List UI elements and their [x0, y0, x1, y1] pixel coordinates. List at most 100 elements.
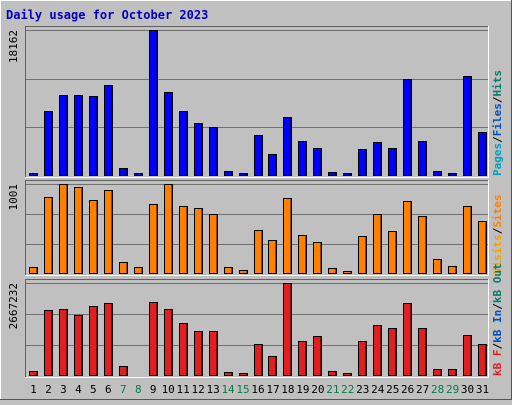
visits-sites-y-max-label: 1001 [7, 184, 20, 211]
legend-part: Files [491, 103, 504, 136]
day-tick-label: 8 [135, 383, 142, 396]
visits-sites-side-legend: Visits/Sites [491, 195, 504, 275]
visits-sites-bar [478, 221, 487, 274]
hits-files-bar [298, 141, 307, 176]
kbytes-bar [119, 366, 128, 376]
visits-sites-bar [164, 184, 173, 274]
day-tick-label: 10 [162, 383, 175, 396]
visits-sites-bar [298, 235, 307, 274]
visits-sites-bar [328, 268, 337, 274]
day-tick-label: 1 [30, 383, 37, 396]
legend-part: Hits [491, 70, 504, 97]
legend-part: / [491, 96, 504, 103]
day-tick-label: 20 [311, 383, 324, 396]
visits-sites-bar [388, 231, 397, 274]
legend-part: Visits [491, 234, 504, 274]
visits-sites-bar [239, 270, 248, 274]
kbytes-bar [209, 331, 218, 376]
day-tick-label: 12 [192, 383, 205, 396]
hits-files-bar [403, 79, 412, 176]
hits-files-bar [59, 95, 68, 176]
kbytes-bar [328, 371, 337, 376]
kbytes-bar [358, 341, 367, 376]
day-tick-label: 31 [476, 383, 489, 396]
hits-files-bar [29, 173, 38, 176]
kbytes-side-legend: kB F/kB In/kB Out [491, 263, 504, 376]
hits-files-bar [119, 168, 128, 176]
legend-part: / [491, 227, 504, 234]
visits-sites-bar [313, 242, 322, 274]
hits-files-bar [313, 148, 322, 176]
hits-files-bar [179, 111, 188, 176]
day-tick-label: 2 [45, 383, 52, 396]
legend-part: Pages [491, 143, 504, 176]
kbytes-bar [343, 373, 352, 376]
day-tick-label: 11 [177, 383, 190, 396]
hits-files-bar [388, 148, 397, 176]
visits-sites-bar [268, 240, 277, 274]
day-tick-label: 19 [296, 383, 309, 396]
legend-part: / [491, 303, 504, 310]
hits-files-bar [373, 142, 382, 176]
visits-sites-bar [283, 198, 292, 274]
legend-part: / [491, 136, 504, 143]
visits-sites-panel: 1001 Visits/Sites [7, 180, 504, 276]
visits-sites-bar [149, 204, 158, 274]
hits-files-bar [164, 92, 173, 176]
visits-sites-bar [463, 206, 472, 274]
day-tick-label: 23 [356, 383, 369, 396]
visits-sites-bar [59, 184, 68, 274]
day-tick-label: 25 [386, 383, 399, 396]
kbytes-bar [478, 344, 487, 376]
hits-files-bar [104, 85, 113, 176]
kbytes-bar [403, 303, 412, 376]
chart-title: Daily usage for October 2023 [6, 8, 208, 22]
hits-files-bar [433, 171, 442, 176]
visits-sites-bar [44, 197, 53, 274]
kbytes-bar [463, 335, 472, 376]
day-tick-label: 9 [150, 383, 157, 396]
hits-files-side-legend: Pages/Files/Hits [491, 70, 504, 176]
hits-files-bar [268, 154, 277, 176]
visits-sites-bar [358, 236, 367, 274]
hits-files-bar [328, 172, 337, 176]
day-tick-label: 30 [461, 383, 474, 396]
hits-files-bar [89, 96, 98, 176]
hits-files-bar [254, 135, 263, 176]
legend-part: Sites [491, 195, 504, 228]
day-tick-label: 24 [371, 383, 385, 396]
visits-sites-bar [403, 201, 412, 274]
visits-sites-bar [119, 262, 128, 274]
kbytes-bar [194, 331, 203, 376]
kbytes-bar [89, 306, 98, 376]
day-tick-label: 26 [401, 383, 414, 396]
visits-sites-bar [418, 216, 427, 274]
visits-sites-bar [104, 190, 113, 274]
visits-sites-bar [179, 206, 188, 274]
hits-files-bar [448, 173, 457, 176]
kbytes-bar [268, 356, 277, 376]
hits-files-bar [224, 171, 233, 176]
visits-sites-bar [224, 267, 233, 274]
visits-sites-bar [74, 187, 83, 274]
kbytes-bar [388, 328, 397, 376]
hits-files-bar [418, 141, 427, 176]
day-tick-label: 29 [446, 383, 459, 396]
kbytes-bar [224, 372, 233, 376]
hits-files-y-max-label: 18162 [7, 30, 20, 63]
hits-files-bar [463, 76, 472, 176]
kbytes-bar [149, 302, 158, 376]
day-tick-label: 28 [431, 383, 444, 396]
hits-files-bar [134, 173, 143, 176]
visits-sites-bar [343, 271, 352, 274]
hits-files-bar [239, 173, 248, 176]
kbytes-bar [298, 341, 307, 376]
kbytes-bar [164, 309, 173, 376]
day-axis: 1 2 3 4 5 6 7 8 9 10 11 12 13 14 15 16 17 18 19 20 21 22 23 24 2… [30, 383, 489, 396]
day-tick-label: 5 [90, 383, 97, 396]
day-tick-label: 17 [266, 383, 279, 396]
hits-files-bar [358, 149, 367, 176]
kbytes-bar [418, 328, 427, 376]
